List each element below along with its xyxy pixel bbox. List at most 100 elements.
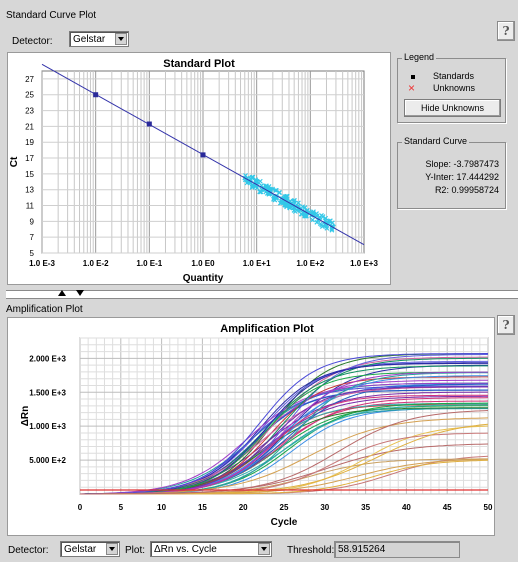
legend-title: Legend <box>402 52 437 62</box>
standard-detector-value: Gelstar <box>73 34 106 45</box>
standard-point <box>93 92 99 98</box>
plot-type-select[interactable]: ΔRn vs. Cycle <box>150 541 272 557</box>
y-tick-label: 19 <box>25 138 34 147</box>
unknown-marker <box>311 209 316 215</box>
amp-plot-title: Amplification Plot <box>220 323 314 335</box>
unknown-marker <box>319 224 325 230</box>
splitter-up-arrow-icon[interactable] <box>58 290 66 296</box>
y-tick-label: 2.000 E+3 <box>29 354 66 363</box>
standard-curve-title: Standard Curve <box>402 136 470 146</box>
unknown-marker <box>298 211 304 217</box>
y-tick-label: 15 <box>25 170 34 179</box>
standard-help-button[interactable]: ? <box>497 21 515 41</box>
y-tick-label: 5 <box>30 249 35 258</box>
x-tick-label: 1.0 E+3 <box>350 259 378 268</box>
x-tick-label: 40 <box>402 503 411 512</box>
unknown-marker <box>329 220 335 226</box>
x-tick-label: 30 <box>320 503 329 512</box>
legend-box: Legend Standards × Unknowns Hide Unknown… <box>397 52 506 123</box>
standard-curve-box: Standard Curve Slope: -3.7987473 Y-Inter… <box>397 136 506 209</box>
y-tick-label: 23 <box>25 107 34 116</box>
amp-plot-svg: Amplification Plot 5.000 E+2 1.000 E+3 1.5… <box>20 323 493 528</box>
x-tick-label: 35 <box>361 503 370 512</box>
amp-detector-value: Gelstar <box>64 544 97 555</box>
unknown-marker <box>257 189 263 195</box>
x-tick-label: 45 <box>443 503 452 512</box>
yinter-text: Y-Inter: 17.444292 <box>425 172 499 182</box>
unknown-marker <box>323 215 329 221</box>
threshold-field[interactable]: 58.915264 <box>334 541 460 558</box>
x-tick-label: 10 <box>157 503 166 512</box>
unknown-marker <box>304 213 309 219</box>
x-tick-label: 1.0 E-1 <box>136 259 162 268</box>
unknown-marker <box>326 221 332 227</box>
amp-plot-xticks: 0 5 10 15 20 25 30 35 40 45 50 <box>78 503 493 512</box>
unknown-marker <box>294 207 300 213</box>
x-tick-label: 25 <box>280 503 289 512</box>
x-tick-label: 1.0 E0 <box>191 259 215 268</box>
plot-type-value: ΔRn vs. Cycle <box>154 544 217 555</box>
unknown-marker <box>310 217 315 223</box>
standard-plot-xticks: 1.0 E-3 1.0 E-2 1.0 E-1 1.0 E0 1.0 E+1 1.0 E+… <box>29 259 378 268</box>
y-tick-label: 13 <box>25 186 34 195</box>
y-tick-label: 21 <box>25 122 34 131</box>
y-tick-label: 1.000 E+3 <box>29 422 66 431</box>
y-tick-label: 27 <box>25 75 34 84</box>
y-tick-label: 17 <box>25 154 34 163</box>
standard-plot-ylabel: Ct <box>9 156 20 167</box>
x-tick-label: 15 <box>198 503 207 512</box>
x-tick-label: 0 <box>78 503 83 512</box>
y-tick-label: 1.500 E+3 <box>29 388 66 397</box>
standard-plot-svg: Standard Plot 5 7 9 11 13 15 17 19 21 23 25 27 1.0 … <box>9 58 378 284</box>
standard-plot-grid <box>41 70 365 254</box>
legend-unknowns-label: Unknowns <box>433 83 476 93</box>
y-tick-label: 9 <box>30 217 35 226</box>
panel-splitter[interactable] <box>6 290 518 299</box>
unknown-marker <box>284 204 289 210</box>
standard-plot-xlabel: Quantity <box>183 273 224 284</box>
standard-plot-yticks: 5 7 9 11 13 15 17 19 21 23 25 27 <box>25 75 34 258</box>
y-tick-label: 11 <box>26 202 35 211</box>
splitter-down-arrow-icon[interactable] <box>76 290 84 296</box>
standard-panel-title: Standard Curve Plot <box>6 10 97 21</box>
unknown-marker <box>273 187 279 193</box>
unknown-marker <box>324 225 330 231</box>
unknown-marker <box>314 219 320 225</box>
x-tick-label: 1.0 E-2 <box>83 259 109 268</box>
amp-plot-frame: Amplification Plot 5.000 E+2 1.000 E+3 1.5… <box>7 317 495 536</box>
amp-panel-title: Amplification Plot <box>6 304 83 315</box>
amp-curve-late <box>80 410 489 495</box>
standard-point <box>146 121 152 127</box>
standards-marker-icon <box>411 75 415 79</box>
x-tick-label: 1.0 E-3 <box>29 259 55 268</box>
unknown-marker <box>279 200 284 206</box>
chevron-down-icon <box>115 33 127 45</box>
unknown-marker <box>277 200 283 206</box>
standard-plot-frame: Standard Plot 5 7 9 11 13 15 17 19 21 23 25 27 1.0 … <box>7 52 391 285</box>
threshold-label: Threshold: <box>287 545 335 556</box>
x-tick-label: 5 <box>119 503 124 512</box>
unknowns-marker-icon: × <box>408 81 416 95</box>
legend-standards-label: Standards <box>433 71 475 81</box>
hide-unknowns-button[interactable]: Hide Unknowns <box>404 99 501 117</box>
unknown-marker <box>254 185 260 191</box>
standard-plot-standards <box>93 92 206 158</box>
standard-detector-select[interactable]: Gelstar <box>69 31 129 47</box>
unknown-marker <box>253 183 259 188</box>
unknown-marker <box>319 212 324 218</box>
amp-help-button[interactable]: ? <box>497 315 515 335</box>
standard-plot-title: Standard Plot <box>163 58 235 70</box>
y-tick-label: 7 <box>30 233 35 242</box>
amp-plot-curves <box>79 353 489 495</box>
plot-type-label: Plot: <box>125 545 146 556</box>
amp-plot-xlabel: Cycle <box>271 517 298 528</box>
chevron-down-icon <box>258 543 270 555</box>
x-tick-label: 1.0 E+2 <box>296 259 324 268</box>
x-tick-label: 1.0 E+1 <box>243 259 271 268</box>
amp-plot-ylabel: ΔRn <box>20 406 31 427</box>
y-tick-label: 25 <box>25 91 34 100</box>
amp-detector-select[interactable]: Gelstar <box>60 541 120 557</box>
standard-point <box>200 152 206 158</box>
unknown-marker <box>247 175 253 181</box>
amp-plot-yticks: 5.000 E+2 1.000 E+3 1.500 E+3 2.000 E+3 <box>29 354 66 465</box>
